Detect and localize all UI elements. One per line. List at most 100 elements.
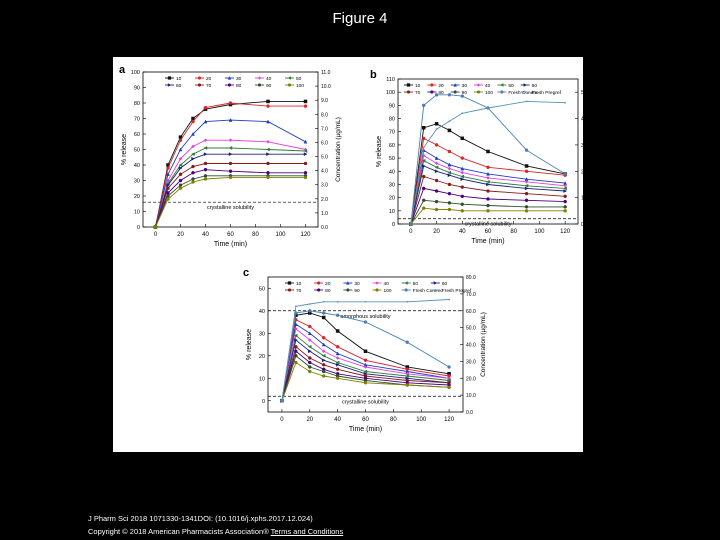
data-point [405, 383, 410, 387]
legend-item: 30 [450, 83, 467, 89]
data-point [191, 131, 195, 136]
data-point [421, 136, 426, 141]
data-point [308, 303, 311, 305]
data-point [203, 152, 208, 157]
data-point [228, 146, 233, 150]
x-tick-label: 40 [459, 229, 466, 235]
data-point [308, 360, 312, 365]
data-point [203, 161, 208, 166]
legend-label: Fresh Pregref [532, 90, 562, 96]
panel-letter: c [243, 267, 249, 279]
x-tick-label: 20 [177, 232, 184, 238]
data-point [434, 169, 439, 174]
legend-item: 50 [285, 76, 302, 82]
data-point [405, 374, 410, 378]
footer-copyright: Copyright © 2018 American Pharmacists As… [88, 527, 269, 536]
data-point [460, 136, 465, 141]
y2-tick-label: 10.0 [321, 84, 331, 90]
legend-label: 80 [325, 288, 331, 294]
data-point [524, 164, 529, 168]
legend-marker [433, 281, 438, 285]
data-point [435, 128, 438, 130]
data-point [460, 156, 465, 160]
data-point [293, 322, 298, 326]
legend-item: 70 [195, 83, 212, 89]
series-line [155, 102, 306, 228]
legend-item: 60 [165, 83, 182, 89]
x-tick-label: 100 [416, 417, 427, 423]
legend-label: 80 [236, 83, 242, 89]
legend-label: 20 [206, 76, 212, 82]
legend-label: 70 [415, 90, 421, 96]
data-point [321, 311, 326, 315]
y-tick-label: 100 [131, 70, 140, 76]
legend-marker [375, 288, 379, 292]
data-point [266, 99, 270, 104]
data-point [421, 198, 426, 203]
data-point [203, 119, 208, 124]
reference-line-label: crystalline solubility [207, 205, 254, 211]
reference-line-label: amorphous solubility [340, 314, 390, 320]
legend-item: 20 [314, 281, 331, 287]
data-point [166, 183, 171, 188]
series-line [281, 310, 450, 401]
legend-item: 100 [372, 288, 392, 294]
legend-item: Fresh Conenc [497, 90, 539, 96]
legend-item: 20 [427, 83, 444, 89]
data-point [303, 161, 308, 166]
y-tick-label: 0 [392, 222, 395, 228]
data-point [447, 201, 452, 205]
data-point [178, 186, 183, 190]
legend-marker [499, 83, 504, 87]
data-point [322, 300, 325, 303]
data-point [178, 156, 183, 161]
x-tick-label: 120 [560, 229, 571, 235]
legend-item: 60 [430, 281, 448, 287]
data-point [178, 163, 183, 167]
data-point [178, 138, 183, 142]
data-point [460, 94, 465, 98]
series-line [155, 100, 306, 228]
legend-item: 90 [450, 90, 467, 96]
data-point [266, 139, 270, 144]
data-point [421, 164, 426, 168]
series-50 [153, 146, 308, 229]
legend-marker [317, 281, 321, 285]
panel-letter: a [119, 64, 126, 76]
data-point [524, 183, 529, 188]
y2-tick-label: 0.0 [321, 225, 328, 231]
data-point [461, 112, 464, 115]
data-point [524, 169, 529, 174]
data-point [307, 344, 312, 349]
legend-marker [287, 76, 292, 80]
y-tick-label: 110 [386, 77, 395, 83]
data-point [166, 178, 170, 183]
data-point [447, 365, 451, 369]
data-point [363, 358, 368, 362]
legend-label: 20 [438, 83, 444, 89]
data-point [524, 179, 529, 184]
data-point [266, 161, 270, 166]
data-point [335, 345, 340, 349]
legend-item: Fresh Pregref [430, 288, 472, 294]
terms-and-conditions-link[interactable]: Terms and Conditions [270, 527, 344, 536]
series-40 [153, 138, 308, 229]
legend-marker [227, 76, 232, 80]
data-point [191, 116, 195, 121]
legend-marker [453, 90, 457, 94]
y2-tick-label: 7.0 [321, 126, 328, 132]
data-point [363, 369, 368, 374]
legend-marker [523, 83, 528, 87]
legend-item: Fresh Pregref [520, 90, 562, 96]
data-point [524, 148, 529, 152]
y-tick-label: 50 [259, 286, 265, 292]
data-point [447, 207, 452, 212]
data-point [460, 202, 465, 206]
y2-tick-label: 40.0 [466, 343, 476, 349]
data-point [191, 164, 195, 169]
figure-area: a 0 20 40 60 80 100 120 0 10 20 30 40 50 60 70 80 90 100 0.… [113, 57, 602, 452]
legend-item: 20 [195, 76, 212, 82]
x-tick-label: 0 [154, 232, 158, 238]
data-point [421, 206, 426, 210]
series-90 [153, 174, 308, 229]
